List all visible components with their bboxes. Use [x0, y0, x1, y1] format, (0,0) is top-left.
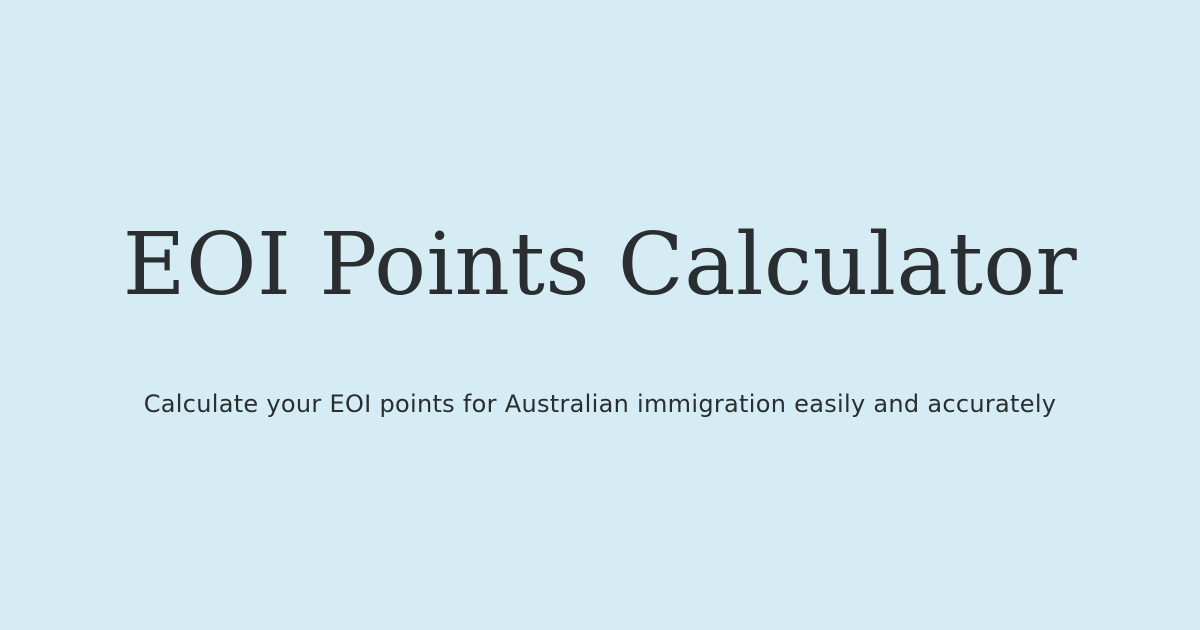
page-title: EOI Points Calculator — [122, 215, 1078, 315]
page-subtitle: Calculate your EOI points for Australian… — [143, 390, 1057, 418]
